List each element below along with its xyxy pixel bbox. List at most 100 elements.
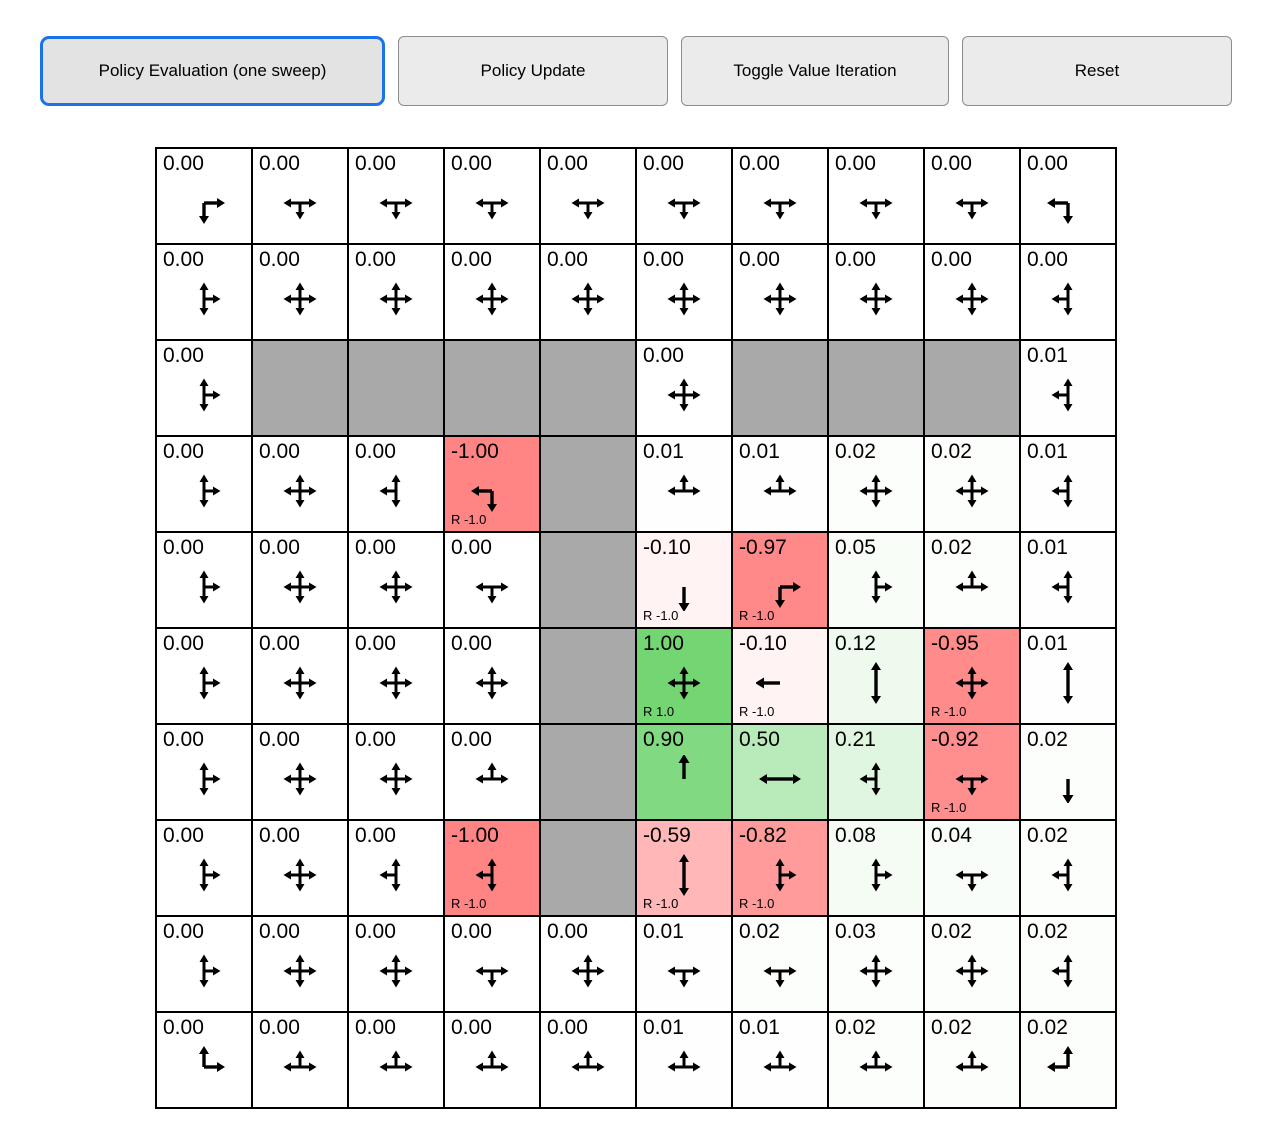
grid-cell: 0.00 — [828, 244, 924, 340]
grid-cell: 0.03 — [828, 916, 924, 1012]
cell-value: 0.01 — [643, 920, 684, 943]
grid-cell: 0.50 — [732, 724, 828, 820]
policy-arrows-icon — [468, 659, 516, 707]
cell-value: 0.00 — [835, 152, 876, 175]
cell-value: 0.02 — [739, 920, 780, 943]
cell-value: -1.00 — [451, 440, 499, 463]
policy-arrows-icon — [468, 467, 516, 515]
cell-value: 0.90 — [643, 728, 684, 751]
cell-value: 0.00 — [547, 920, 588, 943]
reward-label: R -1.0 — [739, 608, 775, 623]
policy-arrows-icon — [276, 563, 324, 611]
cell-value: 0.00 — [355, 824, 396, 847]
toggle-value-iteration-button[interactable]: Toggle Value Iteration — [681, 36, 949, 106]
policy-arrows-icon — [468, 179, 516, 227]
grid-cell: 0.05 — [828, 532, 924, 628]
policy-arrows-icon — [180, 947, 228, 995]
wall-cell — [348, 340, 444, 436]
grid-cell: 0.00 — [540, 244, 636, 340]
grid-cell: 0.00 — [444, 532, 540, 628]
cell-value: 0.02 — [1027, 920, 1068, 943]
policy-arrows-icon — [372, 947, 420, 995]
grid-cell: -0.92 R -1.0 — [924, 724, 1020, 820]
policy-arrows-icon — [372, 1043, 420, 1091]
grid-cell: 0.01 — [732, 1012, 828, 1108]
reward-label: R -1.0 — [451, 512, 487, 527]
grid-cell: 0.00 — [732, 148, 828, 244]
cell-value: 0.00 — [355, 152, 396, 175]
grid-cell: 0.02 — [924, 532, 1020, 628]
cell-value: 0.00 — [835, 248, 876, 271]
cell-value: 0.02 — [931, 920, 972, 943]
grid-cell: 0.00 — [636, 340, 732, 436]
grid-cell: 0.00 — [444, 916, 540, 1012]
cell-value: 0.00 — [547, 1016, 588, 1039]
policy-arrows-icon — [564, 275, 612, 323]
policy-evaluation-button[interactable]: Policy Evaluation (one sweep) — [40, 36, 385, 106]
cell-value: 0.08 — [835, 824, 876, 847]
policy-arrows-icon — [372, 467, 420, 515]
policy-update-button[interactable]: Policy Update — [398, 36, 668, 106]
cell-value: 0.00 — [547, 152, 588, 175]
grid-cell: 0.02 — [1020, 724, 1116, 820]
policy-arrows-icon — [276, 659, 324, 707]
grid-cell: 0.00 — [156, 244, 252, 340]
grid-cell: 1.00 R 1.0 — [636, 628, 732, 724]
policy-arrows-icon — [660, 275, 708, 323]
grid-cell: 0.02 — [924, 1012, 1020, 1108]
policy-arrows-icon — [660, 371, 708, 419]
cell-value: 0.02 — [1027, 824, 1068, 847]
policy-arrows-icon — [660, 1043, 708, 1091]
wall-cell — [828, 340, 924, 436]
grid-cell: -0.82 R -1.0 — [732, 820, 828, 916]
reward-label: R -1.0 — [931, 704, 967, 719]
policy-arrows-icon — [852, 467, 900, 515]
cell-value: 0.02 — [1027, 728, 1068, 751]
grid-cell: 0.02 — [1020, 1012, 1116, 1108]
cell-value: 0.01 — [643, 440, 684, 463]
grid-cell: 0.02 — [1020, 820, 1116, 916]
grid-cell: 0.01 — [1020, 532, 1116, 628]
policy-arrows-icon — [852, 179, 900, 227]
policy-arrows-icon — [660, 851, 708, 899]
grid-cell: -0.10 R -1.0 — [636, 532, 732, 628]
grid-cell: 0.01 — [636, 1012, 732, 1108]
cell-value: 0.00 — [163, 824, 204, 847]
policy-arrows-icon — [180, 755, 228, 803]
cell-value: 0.00 — [643, 344, 684, 367]
grid-cell: 0.02 — [924, 916, 1020, 1012]
cell-value: 0.21 — [835, 728, 876, 751]
policy-arrows-icon — [180, 1043, 228, 1091]
cell-value: 0.01 — [1027, 536, 1068, 559]
cell-value: 0.00 — [259, 824, 300, 847]
grid-cell: 0.00 — [252, 916, 348, 1012]
cell-value: 0.00 — [451, 920, 492, 943]
policy-arrows-icon — [756, 851, 804, 899]
cell-value: 0.00 — [163, 632, 204, 655]
cell-value: 0.00 — [163, 248, 204, 271]
wall-cell — [540, 340, 636, 436]
cell-value: -0.97 — [739, 536, 787, 559]
wall-cell — [252, 340, 348, 436]
policy-arrows-icon — [660, 179, 708, 227]
grid-cell: 0.00 — [444, 148, 540, 244]
policy-arrows-icon — [948, 755, 996, 803]
cell-value: 0.00 — [163, 728, 204, 751]
reset-button[interactable]: Reset — [962, 36, 1232, 106]
policy-arrows-icon — [468, 755, 516, 803]
grid-cell: 0.00 — [348, 916, 444, 1012]
grid-cell: 0.00 — [924, 148, 1020, 244]
policy-arrows-icon — [372, 659, 420, 707]
cell-value: 0.02 — [835, 1016, 876, 1039]
policy-arrows-icon — [756, 563, 804, 611]
grid-cell: 0.00 — [252, 436, 348, 532]
policy-arrows-icon — [180, 275, 228, 323]
cell-value: 0.00 — [451, 248, 492, 271]
policy-arrows-icon — [852, 275, 900, 323]
policy-arrows-icon — [564, 1043, 612, 1091]
policy-arrows-icon — [756, 179, 804, 227]
grid-cell: 0.00 — [444, 628, 540, 724]
cell-value: -1.00 — [451, 824, 499, 847]
cell-value: 0.00 — [739, 248, 780, 271]
wall-cell — [444, 340, 540, 436]
